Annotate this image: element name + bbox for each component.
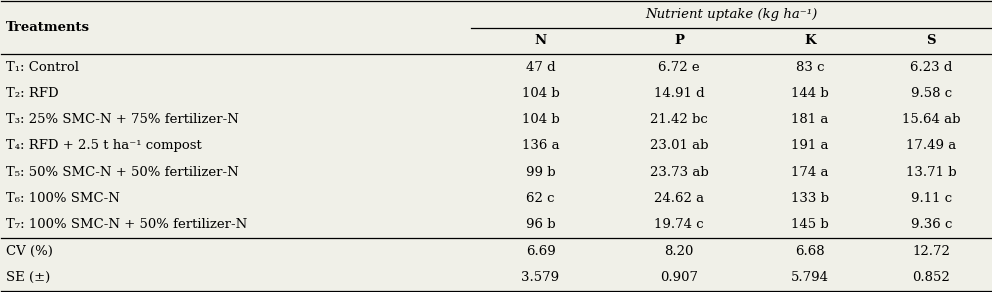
Text: 99 b: 99 b — [526, 166, 556, 179]
Text: 174 a: 174 a — [792, 166, 829, 179]
Text: 47 d: 47 d — [526, 61, 556, 74]
Text: 21.42 bc: 21.42 bc — [650, 113, 708, 126]
Text: 17.49 a: 17.49 a — [906, 140, 956, 152]
Text: 8.20: 8.20 — [665, 245, 693, 258]
Text: 6.23 d: 6.23 d — [910, 61, 952, 74]
Text: K: K — [805, 34, 815, 47]
Text: T₂: RFD: T₂: RFD — [6, 87, 59, 100]
Text: 19.74 c: 19.74 c — [654, 218, 703, 231]
Text: Treatments: Treatments — [6, 21, 90, 34]
Text: 62 c: 62 c — [527, 192, 555, 205]
Text: 23.73 ab: 23.73 ab — [650, 166, 708, 179]
Text: Nutrient uptake (kg ha⁻¹): Nutrient uptake (kg ha⁻¹) — [645, 8, 817, 21]
Text: T₄: RFD + 2.5 t ha⁻¹ compost: T₄: RFD + 2.5 t ha⁻¹ compost — [6, 140, 202, 152]
Text: 104 b: 104 b — [522, 113, 559, 126]
Text: T₇: 100% SMC-N + 50% fertilizer-N: T₇: 100% SMC-N + 50% fertilizer-N — [6, 218, 248, 231]
Text: 15.64 ab: 15.64 ab — [902, 113, 960, 126]
Text: 13.71 b: 13.71 b — [906, 166, 956, 179]
Text: 0.852: 0.852 — [913, 271, 950, 284]
Text: 12.72: 12.72 — [913, 245, 950, 258]
Text: 6.72 e: 6.72 e — [659, 61, 699, 74]
Text: S: S — [927, 34, 936, 47]
Text: 104 b: 104 b — [522, 87, 559, 100]
Text: 3.579: 3.579 — [522, 271, 559, 284]
Text: 9.11 c: 9.11 c — [911, 192, 951, 205]
Text: 14.91 d: 14.91 d — [654, 87, 704, 100]
Text: 144 b: 144 b — [792, 87, 829, 100]
Text: 6.68: 6.68 — [796, 245, 825, 258]
Text: 24.62 a: 24.62 a — [654, 192, 704, 205]
Text: 191 a: 191 a — [792, 140, 829, 152]
Text: T₁: Control: T₁: Control — [6, 61, 79, 74]
Text: 9.36 c: 9.36 c — [911, 218, 952, 231]
Text: 145 b: 145 b — [792, 218, 829, 231]
Text: T₃: 25% SMC-N + 75% fertilizer-N: T₃: 25% SMC-N + 75% fertilizer-N — [6, 113, 239, 126]
Text: 136 a: 136 a — [522, 140, 559, 152]
Text: 6.69: 6.69 — [526, 245, 556, 258]
Text: 83 c: 83 c — [796, 61, 824, 74]
Text: 133 b: 133 b — [791, 192, 829, 205]
Text: 23.01 ab: 23.01 ab — [650, 140, 708, 152]
Text: P: P — [674, 34, 684, 47]
Text: 181 a: 181 a — [792, 113, 828, 126]
Text: SE (±): SE (±) — [6, 271, 51, 284]
Text: N: N — [535, 34, 547, 47]
Text: T₆: 100% SMC-N: T₆: 100% SMC-N — [6, 192, 120, 205]
Text: 5.794: 5.794 — [791, 271, 829, 284]
Text: 9.58 c: 9.58 c — [911, 87, 951, 100]
Text: 0.907: 0.907 — [660, 271, 698, 284]
Text: T₅: 50% SMC-N + 50% fertilizer-N: T₅: 50% SMC-N + 50% fertilizer-N — [6, 166, 239, 179]
Text: CV (%): CV (%) — [6, 245, 54, 258]
Text: 96 b: 96 b — [526, 218, 556, 231]
